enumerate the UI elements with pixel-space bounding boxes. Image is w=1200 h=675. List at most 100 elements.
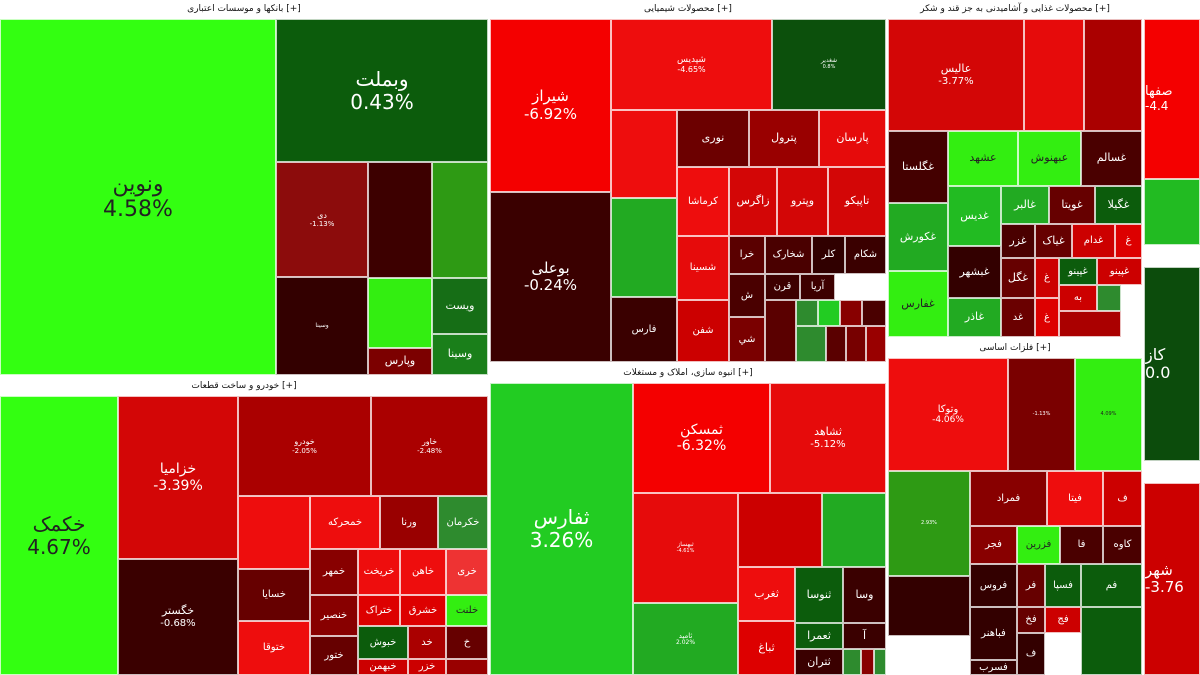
stock-cell[interactable]: [1081, 607, 1142, 675]
stock-cell[interactable]: [1059, 311, 1121, 337]
stock-cell[interactable]: [818, 300, 840, 326]
stock-cell[interactable]: [1144, 179, 1200, 245]
stock-cell[interactable]: ونوین 4.58%: [0, 19, 276, 375]
stock-cell[interactable]: [1084, 19, 1142, 131]
stock-cell[interactable]: [446, 659, 488, 675]
stock-cell[interactable]: [611, 110, 677, 198]
stock-cell[interactable]: شپدیس -4.65%: [611, 19, 772, 110]
stock-cell[interactable]: [874, 649, 886, 675]
stock-cell[interactable]: ثغرب: [738, 567, 795, 621]
stock-cell[interactable]: [432, 162, 488, 278]
stock-cell[interactable]: کرماشا: [677, 167, 729, 236]
stock-cell[interactable]: شیراز -6.92%: [490, 19, 611, 192]
stock-cell[interactable]: غفارس: [888, 271, 948, 337]
stock-cell[interactable]: فیتا: [1047, 471, 1103, 526]
stock-cell[interactable]: غگل: [1001, 258, 1035, 298]
stock-cell[interactable]: غپینو: [1059, 258, 1097, 285]
stock-cell[interactable]: ویست: [432, 278, 488, 334]
stock-cell[interactable]: [888, 576, 970, 636]
stock-cell[interactable]: ف: [1017, 633, 1045, 675]
sector-title-right-edge[interactable]: [1144, 0, 1200, 20]
stock-cell[interactable]: خد: [408, 626, 446, 659]
stock-cell[interactable]: [862, 300, 886, 326]
sector-title-auto[interactable]: خودرو و ساخت قطعات [+]: [0, 377, 488, 397]
stock-cell[interactable]: بوعلی -0.24%: [490, 192, 611, 362]
stock-cell[interactable]: فروس: [970, 564, 1017, 607]
stock-cell[interactable]: آ: [843, 623, 886, 649]
stock-cell[interactable]: ثباغ: [738, 621, 795, 675]
stock-cell[interactable]: ثبهساز -4.61%: [633, 493, 738, 603]
stock-cell[interactable]: ورنا: [380, 496, 438, 549]
stock-cell[interactable]: فجر: [970, 526, 1017, 564]
stock-cell[interactable]: ف: [1103, 471, 1142, 526]
stock-cell[interactable]: ثعمرا: [795, 623, 843, 649]
stock-cell[interactable]: کلر: [812, 236, 845, 274]
stock-cell[interactable]: خاهن: [400, 549, 446, 595]
sector-title-chemicals[interactable]: محصولات شیمیایی [+]: [490, 0, 886, 20]
stock-cell[interactable]: شهر -3.76: [1144, 483, 1200, 675]
stock-cell[interactable]: خبوش: [358, 626, 408, 659]
stock-cell[interactable]: [866, 326, 886, 362]
stock-cell[interactable]: عالیس -3.77%: [888, 19, 1024, 131]
stock-cell[interactable]: ثفارس 3.26%: [490, 383, 633, 675]
stock-cell[interactable]: فر: [1017, 564, 1045, 607]
stock-cell[interactable]: دی -1.13%: [276, 162, 368, 277]
stock-cell[interactable]: [840, 300, 862, 326]
stock-cell[interactable]: [796, 300, 818, 326]
stock-cell[interactable]: [843, 649, 861, 675]
stock-cell[interactable]: خسایا: [238, 569, 310, 621]
stock-cell[interactable]: فسپا: [1045, 564, 1081, 607]
stock-cell[interactable]: آریا: [800, 274, 835, 300]
stock-cell[interactable]: [826, 326, 846, 362]
stock-cell[interactable]: ختور: [310, 636, 358, 675]
stock-cell[interactable]: فسرب: [970, 660, 1017, 675]
stock-cell[interactable]: شخارک: [765, 236, 812, 274]
stock-cell[interactable]: پترول: [749, 110, 819, 167]
stock-cell[interactable]: غ: [1115, 224, 1142, 258]
sector-title-construction[interactable]: انبوه سازی، املاک و مستغلات [+]: [490, 364, 886, 384]
stock-cell[interactable]: [765, 300, 796, 362]
stock-cell[interactable]: -1.13%: [1008, 358, 1075, 471]
stock-cell[interactable]: کاوه: [1103, 526, 1142, 564]
stock-cell[interactable]: فم: [1081, 564, 1142, 607]
stock-cell[interactable]: ثمسکن -6.32%: [633, 383, 770, 493]
stock-cell[interactable]: خودرو -2.05%: [238, 396, 371, 496]
stock-cell[interactable]: خنصیر: [310, 595, 358, 636]
stock-cell[interactable]: ثشاهد -5.12%: [770, 383, 886, 493]
stock-cell[interactable]: فارس: [611, 297, 677, 362]
stock-cell[interactable]: فمراد: [970, 471, 1047, 526]
stock-cell[interactable]: غ: [1035, 298, 1059, 337]
stock-cell[interactable]: عبهنوش: [1018, 131, 1081, 186]
stock-cell[interactable]: خمهر: [310, 549, 358, 595]
stock-cell[interactable]: شغدیر 0.8%: [772, 19, 886, 110]
stock-cell[interactable]: غویتا: [1049, 186, 1095, 224]
stock-cell[interactable]: 2.93%: [888, 471, 970, 576]
stock-cell[interactable]: غزر: [1001, 224, 1035, 258]
stock-cell[interactable]: خگستر -0.68%: [118, 559, 238, 675]
stock-cell[interactable]: ثتران: [795, 649, 843, 675]
stock-cell[interactable]: ثامید 2.02%: [633, 603, 738, 675]
stock-cell[interactable]: شکام: [845, 236, 886, 274]
stock-cell[interactable]: فباهنر: [970, 607, 1017, 660]
stock-cell[interactable]: [846, 326, 866, 362]
stock-cell[interactable]: غالبر: [1001, 186, 1049, 224]
stock-cell[interactable]: وسینا: [276, 277, 368, 375]
stock-cell[interactable]: [611, 198, 677, 297]
stock-cell[interactable]: عشهد: [948, 131, 1018, 186]
stock-cell[interactable]: صفها -4.4: [1144, 19, 1200, 179]
stock-cell[interactable]: [738, 493, 822, 567]
stock-cell[interactable]: غدام: [1072, 224, 1115, 258]
stock-cell[interactable]: كاز 0.0: [1144, 267, 1200, 461]
stock-cell[interactable]: فا: [1060, 526, 1103, 564]
stock-cell[interactable]: [368, 162, 432, 278]
stock-cell[interactable]: شفن: [677, 300, 729, 362]
stock-cell[interactable]: ختراک: [358, 595, 400, 626]
stock-cell[interactable]: ختوقا: [238, 621, 310, 675]
stock-cell[interactable]: [796, 326, 826, 362]
stock-cell[interactable]: غپینو: [1097, 258, 1142, 285]
stock-cell[interactable]: وپارس: [368, 348, 432, 375]
stock-cell[interactable]: غد: [1001, 298, 1035, 337]
stock-cell[interactable]: خریخت: [358, 549, 400, 595]
sector-title-banks[interactable]: بانکها و موسسات اعتباری [+]: [0, 0, 488, 20]
stock-cell[interactable]: غدیس: [948, 186, 1001, 246]
